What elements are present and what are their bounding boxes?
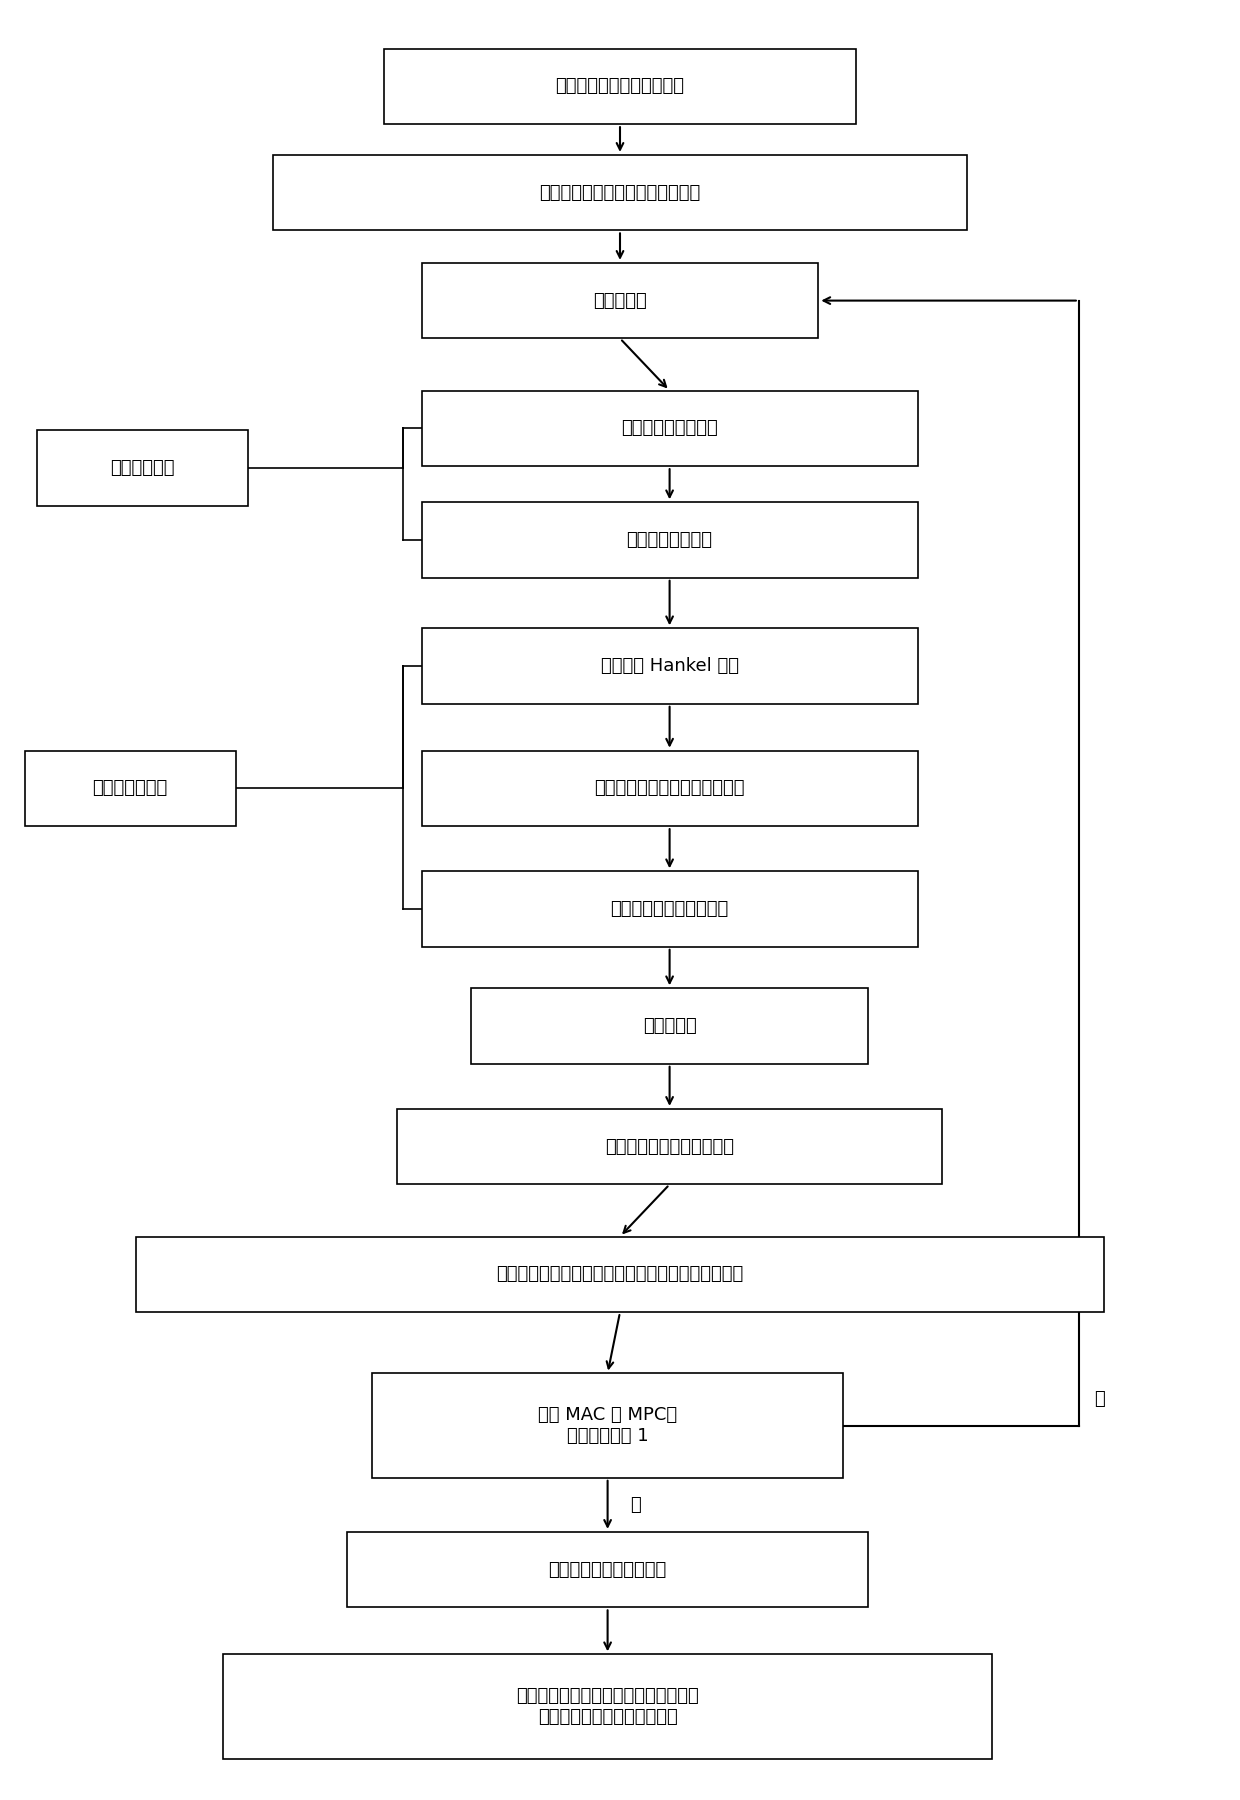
Text: 得到精确度高的模态参数: 得到精确度高的模态参数	[548, 1561, 667, 1579]
Bar	[347, 1532, 868, 1607]
Bar	[422, 871, 918, 947]
Text: 求得系统特征值和特征向量: 求得系统特征值和特征向量	[605, 1138, 734, 1156]
Text: 获得有损伤与无损伤结构的模态参数，
确定损伤位置，进行损伤识别: 获得有损伤与无损伤结构的模态参数， 确定损伤位置，进行损伤识别	[516, 1687, 699, 1726]
Bar	[37, 430, 248, 506]
Text: 计算固有频率、模态阻尼、模态振型，得到模态参数: 计算固有频率、模态阻尼、模态振型，得到模态参数	[496, 1265, 744, 1283]
Bar	[384, 49, 856, 124]
Text: 自然激励技术: 自然激励技术	[110, 459, 175, 477]
Bar	[273, 155, 967, 230]
Bar	[136, 1237, 1104, 1312]
Text: 选择参考点，采集各测点响应数据: 选择参考点，采集各测点响应数据	[539, 184, 701, 202]
Bar	[422, 391, 918, 466]
Text: 特征系统实现法: 特征系统实现法	[93, 779, 167, 797]
Text: 构造广义 Hankel 矩阵: 构造广义 Hankel 矩阵	[600, 657, 739, 675]
Bar	[422, 263, 818, 338]
Bar	[422, 628, 918, 704]
Bar	[422, 751, 918, 826]
Text: 计算 MAC 和 MPC，
判定是否接近 1: 计算 MAC 和 MPC， 判定是否接近 1	[538, 1406, 677, 1445]
Text: 构造互相关函数矩阵: 构造互相关函数矩阵	[621, 419, 718, 437]
Bar	[25, 751, 236, 826]
Bar	[223, 1654, 992, 1759]
Text: 是: 是	[630, 1496, 641, 1514]
Text: 近似脉冲响应矩阵: 近似脉冲响应矩阵	[626, 531, 713, 549]
Text: 奇异值分解，得到系统最小实现: 奇异值分解，得到系统最小实现	[594, 779, 745, 797]
Text: 信号预处理: 信号预处理	[593, 292, 647, 310]
Bar	[471, 988, 868, 1064]
Bar	[422, 502, 918, 578]
Text: 否: 否	[1094, 1390, 1105, 1408]
Text: 选取激振点，模拟环境激励: 选取激振点，模拟环境激励	[556, 77, 684, 95]
Text: 求得最小阶数的系统矩阵: 求得最小阶数的系统矩阵	[610, 900, 729, 918]
Bar	[397, 1109, 942, 1184]
Bar	[372, 1373, 843, 1478]
Text: 特征值分解: 特征值分解	[642, 1017, 697, 1035]
